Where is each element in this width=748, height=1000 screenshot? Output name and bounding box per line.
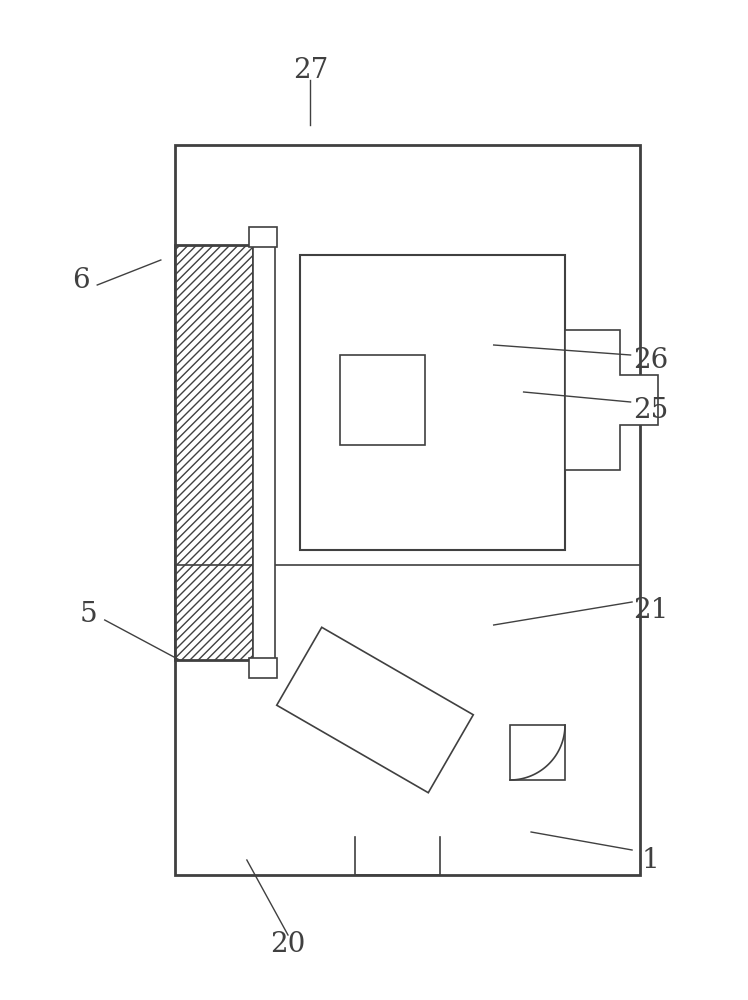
Text: 25: 25 xyxy=(633,396,669,424)
Bar xyxy=(253,245,275,660)
Bar xyxy=(175,145,640,875)
Polygon shape xyxy=(565,330,658,470)
Text: 26: 26 xyxy=(633,347,669,373)
Text: 1: 1 xyxy=(642,846,660,874)
Polygon shape xyxy=(277,627,473,793)
Bar xyxy=(510,725,565,780)
Text: 27: 27 xyxy=(292,56,328,84)
Text: 21: 21 xyxy=(633,596,669,624)
Bar xyxy=(249,227,277,247)
Bar xyxy=(340,355,425,445)
Text: 6: 6 xyxy=(72,266,90,294)
Text: 5: 5 xyxy=(79,601,97,629)
Bar xyxy=(300,255,565,550)
Bar xyxy=(249,658,277,678)
Bar xyxy=(175,245,253,660)
Text: 20: 20 xyxy=(270,932,306,958)
